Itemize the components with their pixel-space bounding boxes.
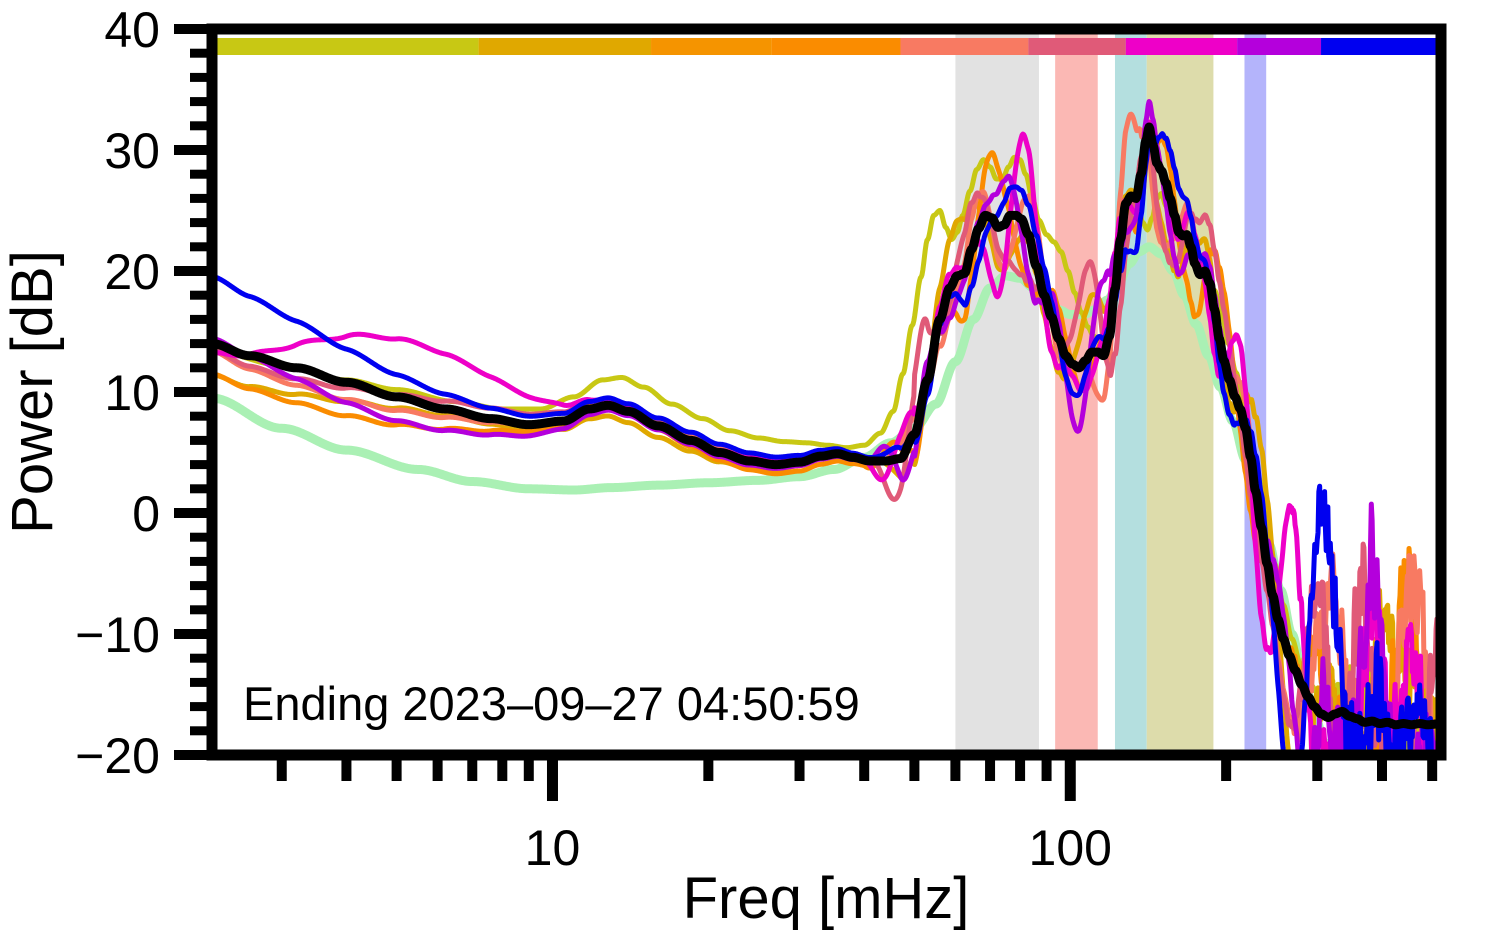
y-minor-tick-22 (190, 242, 212, 252)
x-minor-tick-30 (794, 755, 805, 781)
colorbar-segment-6 (1125, 38, 1238, 55)
y-minor-tick-16 (190, 314, 212, 324)
x-minor-tick-20 (703, 755, 714, 781)
ending-timestamp-annotation: Ending 2023‒09‒27 04:50:59 (243, 677, 860, 730)
y-minor-tick-18 (190, 290, 212, 300)
x-tick-label-10: 10 (525, 820, 581, 876)
x-minor-tick-5 (391, 755, 402, 781)
x-axis-ticks (276, 755, 1438, 801)
mean-spectrum (212, 122, 1441, 730)
colorbar-segment-8 (1321, 38, 1441, 55)
y-minor-tick-26 (190, 193, 212, 203)
colorbar-segment-2 (651, 38, 772, 55)
y-major-tick--20 (174, 750, 212, 760)
y-minor-tick-4 (190, 460, 212, 470)
x-minor-tick-7 (467, 755, 478, 781)
trace-blue (212, 131, 1434, 755)
y-tick-label-minus-20: −20 (75, 728, 160, 784)
y-minor-tick-38 (190, 48, 212, 58)
x-minor-tick-9 (523, 755, 534, 781)
y-major-tick-10 (174, 387, 212, 397)
x-minor-tick-40 (859, 755, 870, 781)
y-tick-label-30: 30 (104, 123, 160, 179)
plot-frame-top (206, 23, 1447, 35)
y-major-tick-0 (174, 508, 212, 518)
x-tick-label-100: 100 (1029, 820, 1112, 876)
y-axis-ticks (174, 24, 212, 760)
y-minor-tick-36 (190, 72, 212, 82)
band-periwinkle (1244, 29, 1267, 755)
y-tick-label-10: 10 (104, 365, 160, 421)
y-minor-tick-34 (190, 97, 212, 107)
y-tick-label-0: 0 (132, 486, 160, 542)
x-minor-tick-4 (341, 755, 352, 781)
y-minor-tick-2 (190, 484, 212, 494)
x-minor-tick-50 (909, 755, 920, 781)
x-minor-tick-400 (1377, 755, 1388, 781)
shaded-frequency-bands (955, 29, 1267, 755)
y-major-tick-40 (174, 24, 212, 34)
y-axis-label: Power [dB] (0, 250, 65, 534)
y-minor-tick--8 (190, 605, 212, 615)
colorbar-segment-1 (478, 38, 652, 55)
y-minor-tick--18 (190, 726, 212, 736)
colorbar-segment-7 (1237, 38, 1322, 55)
y-minor-tick-8 (190, 411, 212, 421)
y-major-tick-30 (174, 145, 212, 155)
colorbar-segment-0 (212, 38, 479, 55)
x-axis-label: Freq [mHz] (683, 866, 970, 931)
band-gray (955, 29, 1039, 755)
colorbar-segment-4 (900, 38, 1029, 55)
y-minor-tick--6 (190, 581, 212, 591)
x-minor-tick-200 (1221, 755, 1232, 781)
plot-frame-right (1435, 23, 1447, 761)
y-major-tick-20 (174, 266, 212, 276)
x-minor-tick-60 (950, 755, 961, 781)
y-minor-tick--14 (190, 677, 212, 687)
y-minor-tick-32 (190, 121, 212, 131)
colorbar-segment-5 (1028, 38, 1126, 55)
y-minor-tick--16 (190, 702, 212, 712)
colorbar-segment-3 (771, 38, 901, 55)
x-minor-tick-70 (985, 755, 996, 781)
x-minor-tick-80 (1015, 755, 1026, 781)
band-pink (1055, 29, 1098, 755)
y-minor-tick-6 (190, 435, 212, 445)
y-minor-tick-12 (190, 363, 212, 373)
y-major-tick--10 (174, 629, 212, 639)
x-minor-tick-3 (276, 755, 287, 781)
y-tick-label-40: 40 (104, 2, 160, 58)
y-tick-label-minus-10: −10 (75, 607, 160, 663)
x-minor-tick-6 (432, 755, 443, 781)
y-minor-tick--12 (190, 653, 212, 663)
x-minor-tick-90 (1041, 755, 1052, 781)
y-minor-tick--4 (190, 556, 212, 566)
spectrum-traces (212, 98, 1441, 755)
x-minor-tick-300 (1312, 755, 1323, 781)
frequency-colorbar (212, 38, 1441, 55)
y-minor-tick-24 (190, 218, 212, 228)
x-major-tick-100 (1064, 755, 1076, 801)
x-minor-tick-8 (497, 755, 508, 781)
trace-green (212, 242, 1334, 750)
plot-frame-bottom (206, 749, 1447, 761)
x-minor-tick-500 (1427, 755, 1438, 781)
y-minor-tick-14 (190, 339, 212, 349)
y-minor-tick-28 (190, 169, 212, 179)
y-minor-tick--2 (190, 532, 212, 542)
y-tick-label-20: 20 (104, 244, 160, 300)
x-major-tick-10 (546, 755, 558, 801)
